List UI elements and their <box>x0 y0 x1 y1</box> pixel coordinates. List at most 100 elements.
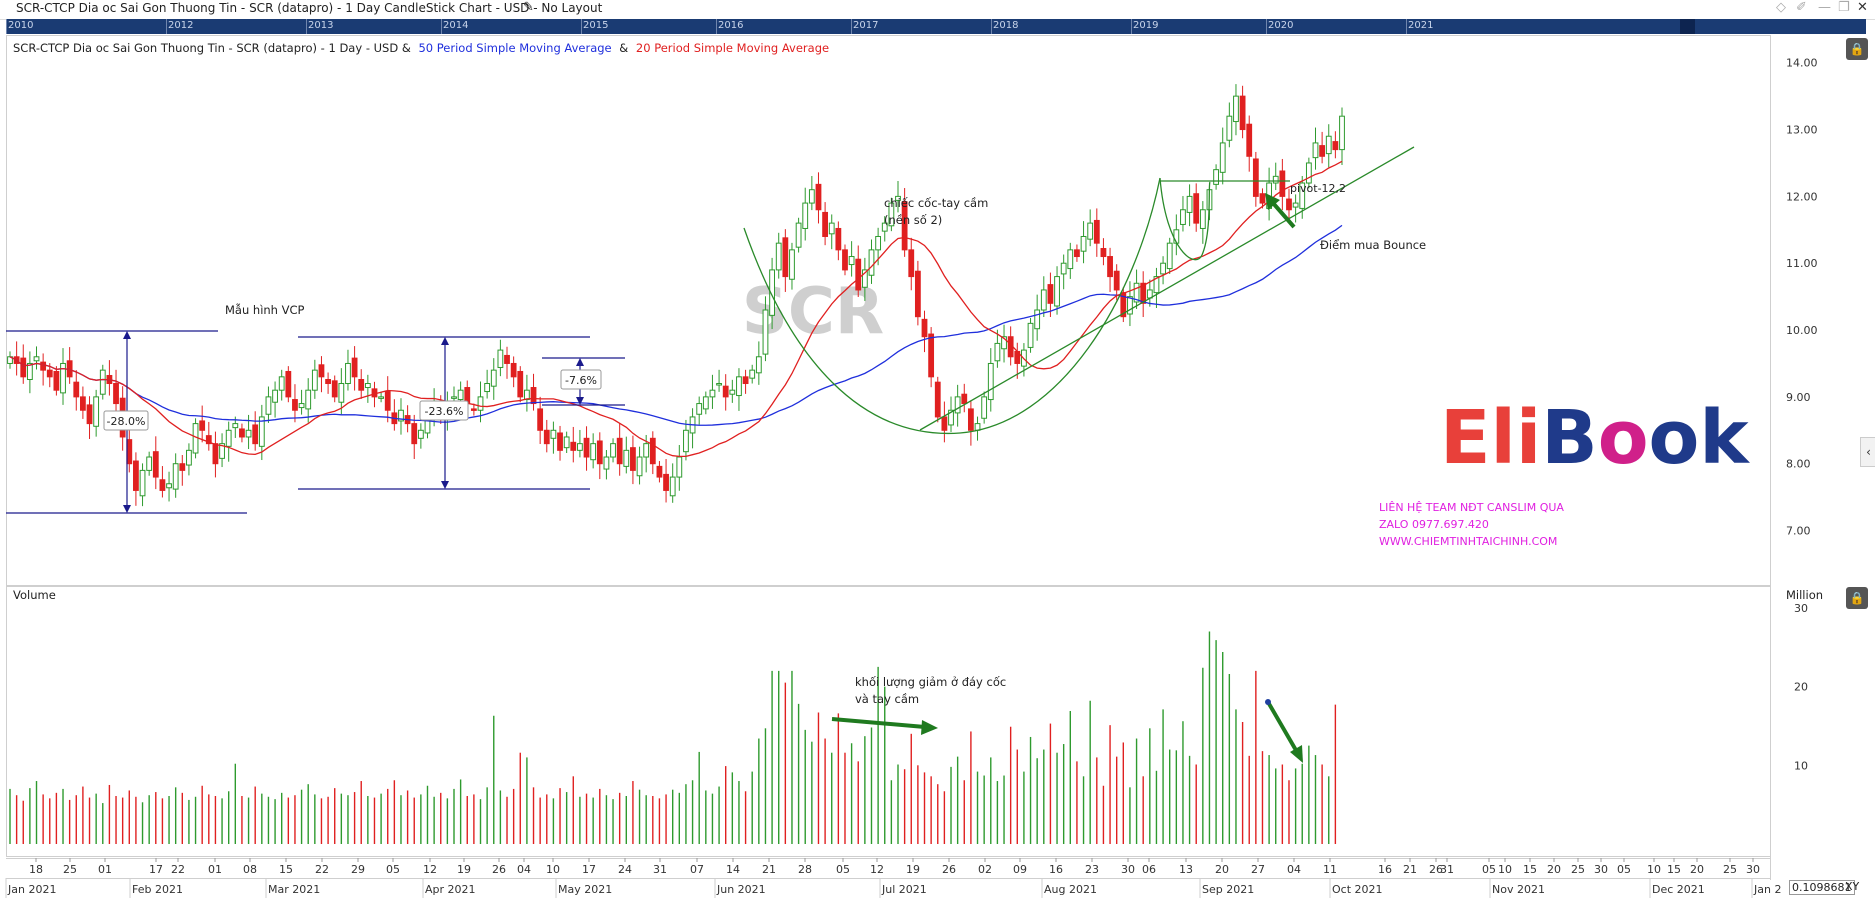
xaxis-day-label: 04 <box>517 863 531 876</box>
contact-line-2: ZALO 0977.697.420 <box>1379 518 1489 531</box>
candle-body <box>669 476 676 497</box>
candle-body <box>1332 141 1339 151</box>
candle-body <box>1252 158 1259 197</box>
candle-body <box>1080 235 1087 252</box>
candle-body <box>345 362 351 385</box>
cup-label-line1: chiếc cốc-tay cầm <box>884 196 988 210</box>
xaxis-day-label: 31 <box>653 863 667 876</box>
edit-title-icon[interactable]: ✎ <box>523 0 534 15</box>
volume-axis-ticks: 10 20 30 <box>1794 602 1808 772</box>
chart-legend: SCR-CTCP Dia oc Sai Gon Thuong Tin - SCR… <box>13 41 829 55</box>
candle-body <box>749 369 756 379</box>
xaxis-day-label: 25 <box>1723 863 1737 876</box>
xaxis-day-label: 19 <box>457 863 471 876</box>
xaxis-month-label: Mar 2021 <box>268 883 320 896</box>
candle-body <box>530 387 537 405</box>
candle-body <box>20 357 27 378</box>
candle-body <box>822 211 829 237</box>
candle-body <box>477 396 484 411</box>
pin-icon[interactable]: ✐ <box>1796 0 1807 15</box>
navigator-selection-handle[interactable] <box>1680 19 1695 34</box>
candle-body <box>762 309 769 355</box>
xaxis-day-label: 20 <box>1547 863 1561 876</box>
candle-body <box>517 370 524 398</box>
candle-body <box>364 383 371 389</box>
candle-body <box>1219 142 1226 173</box>
candle-body <box>1074 249 1080 258</box>
candle-body <box>510 362 517 378</box>
pivot-label: pivot-12,2 <box>1290 182 1346 195</box>
xaxis-day-label: 19 <box>906 863 920 876</box>
volume-panel-frame <box>6 586 1771 857</box>
candle-body <box>663 473 669 491</box>
candle-body <box>1193 193 1200 224</box>
navigator-year-tick <box>441 19 442 34</box>
candle-body <box>490 369 497 387</box>
xaxis-day-label: 25 <box>1571 863 1585 876</box>
candle-body <box>93 396 100 427</box>
vcp-label: Mẫu hình VCP <box>225 303 305 317</box>
xaxis-day-labels: 18 25 01 17 22 01 08 15 22 29 05 12 19 26 04 10 17 24 31 07… <box>29 858 1760 876</box>
candle-body <box>1133 282 1140 303</box>
candle-body <box>636 456 643 477</box>
restore-icon[interactable]: ❐ <box>1838 0 1850 15</box>
candle-body <box>79 396 86 411</box>
candle-body <box>696 403 703 415</box>
price-lock-icon[interactable]: 🔒 <box>1846 38 1868 60</box>
xaxis-day-label: 24 <box>618 863 632 876</box>
candle-body <box>914 270 921 318</box>
candle-body <box>557 432 563 451</box>
candle-body <box>954 396 961 414</box>
minimize-icon[interactable]: — <box>1818 0 1831 15</box>
candle-body <box>470 408 477 411</box>
candle-body <box>232 423 239 429</box>
xaxis-day-label: 07 <box>690 863 704 876</box>
cup-curve <box>743 177 1161 435</box>
xaxis-day-label: 30 <box>1746 863 1760 876</box>
candle-body <box>272 389 278 403</box>
xaxis-day-label: 21 <box>762 863 776 876</box>
candle-body <box>338 383 345 403</box>
candle-body <box>729 389 736 395</box>
trend-line <box>919 146 1415 431</box>
close-icon[interactable]: ✕ <box>1857 0 1868 15</box>
contraction-labels: -28.0% -23.6% -7.6% <box>103 369 602 431</box>
diamond-icon[interactable]: ◇ <box>1776 0 1786 15</box>
xaxis-day-label: 31 <box>1440 863 1454 876</box>
date-navigator[interactable]: 2010 2012 2013 2014 2015 2016 2017 2018 2019 2020… <box>6 19 1866 34</box>
volume-tick-label: 20 <box>1794 681 1808 694</box>
candle-body <box>789 249 795 280</box>
cup-label-line2: (nền số 2) <box>884 213 942 227</box>
candle-body <box>351 357 358 378</box>
candle-body <box>934 381 941 418</box>
candle-body <box>278 376 285 391</box>
xy-label[interactable]: XY <box>1845 880 1860 893</box>
candle-body <box>1153 276 1160 294</box>
candle-body <box>795 222 802 248</box>
xaxis-day-label: 18 <box>29 863 43 876</box>
candle-body <box>305 389 312 410</box>
price-tick-label: 13.00 <box>1786 124 1818 137</box>
candle-body <box>709 389 716 398</box>
legend-sma50[interactable]: 50 Period Simple Moving Average <box>418 41 611 55</box>
candle-body <box>603 456 610 470</box>
candle-body <box>113 383 119 405</box>
xaxis-day-label: 02 <box>978 863 992 876</box>
xaxis-month-label: Feb 2021 <box>132 883 183 896</box>
candle-body <box>981 396 988 419</box>
candle-body <box>1292 202 1299 208</box>
window-titlebar: SCR-CTCP Dia oc Sai Gon Thuong Tin - SCR… <box>0 0 1875 20</box>
legend-sma20[interactable]: 20 Period Simple Moving Average <box>636 41 829 55</box>
volume-lock-icon[interactable]: 🔒 <box>1846 587 1868 609</box>
candle-body <box>245 429 252 438</box>
candle-body <box>1040 289 1047 311</box>
xaxis-day-label: 04 <box>1287 863 1301 876</box>
candle-body <box>736 376 742 397</box>
xaxis-day-label: 26 <box>492 863 506 876</box>
candle-body <box>219 443 225 459</box>
collapse-panel-tab[interactable]: ‹ <box>1860 437 1875 467</box>
candle-body <box>205 435 212 445</box>
candle-body <box>537 408 544 431</box>
candle-body <box>53 370 60 391</box>
